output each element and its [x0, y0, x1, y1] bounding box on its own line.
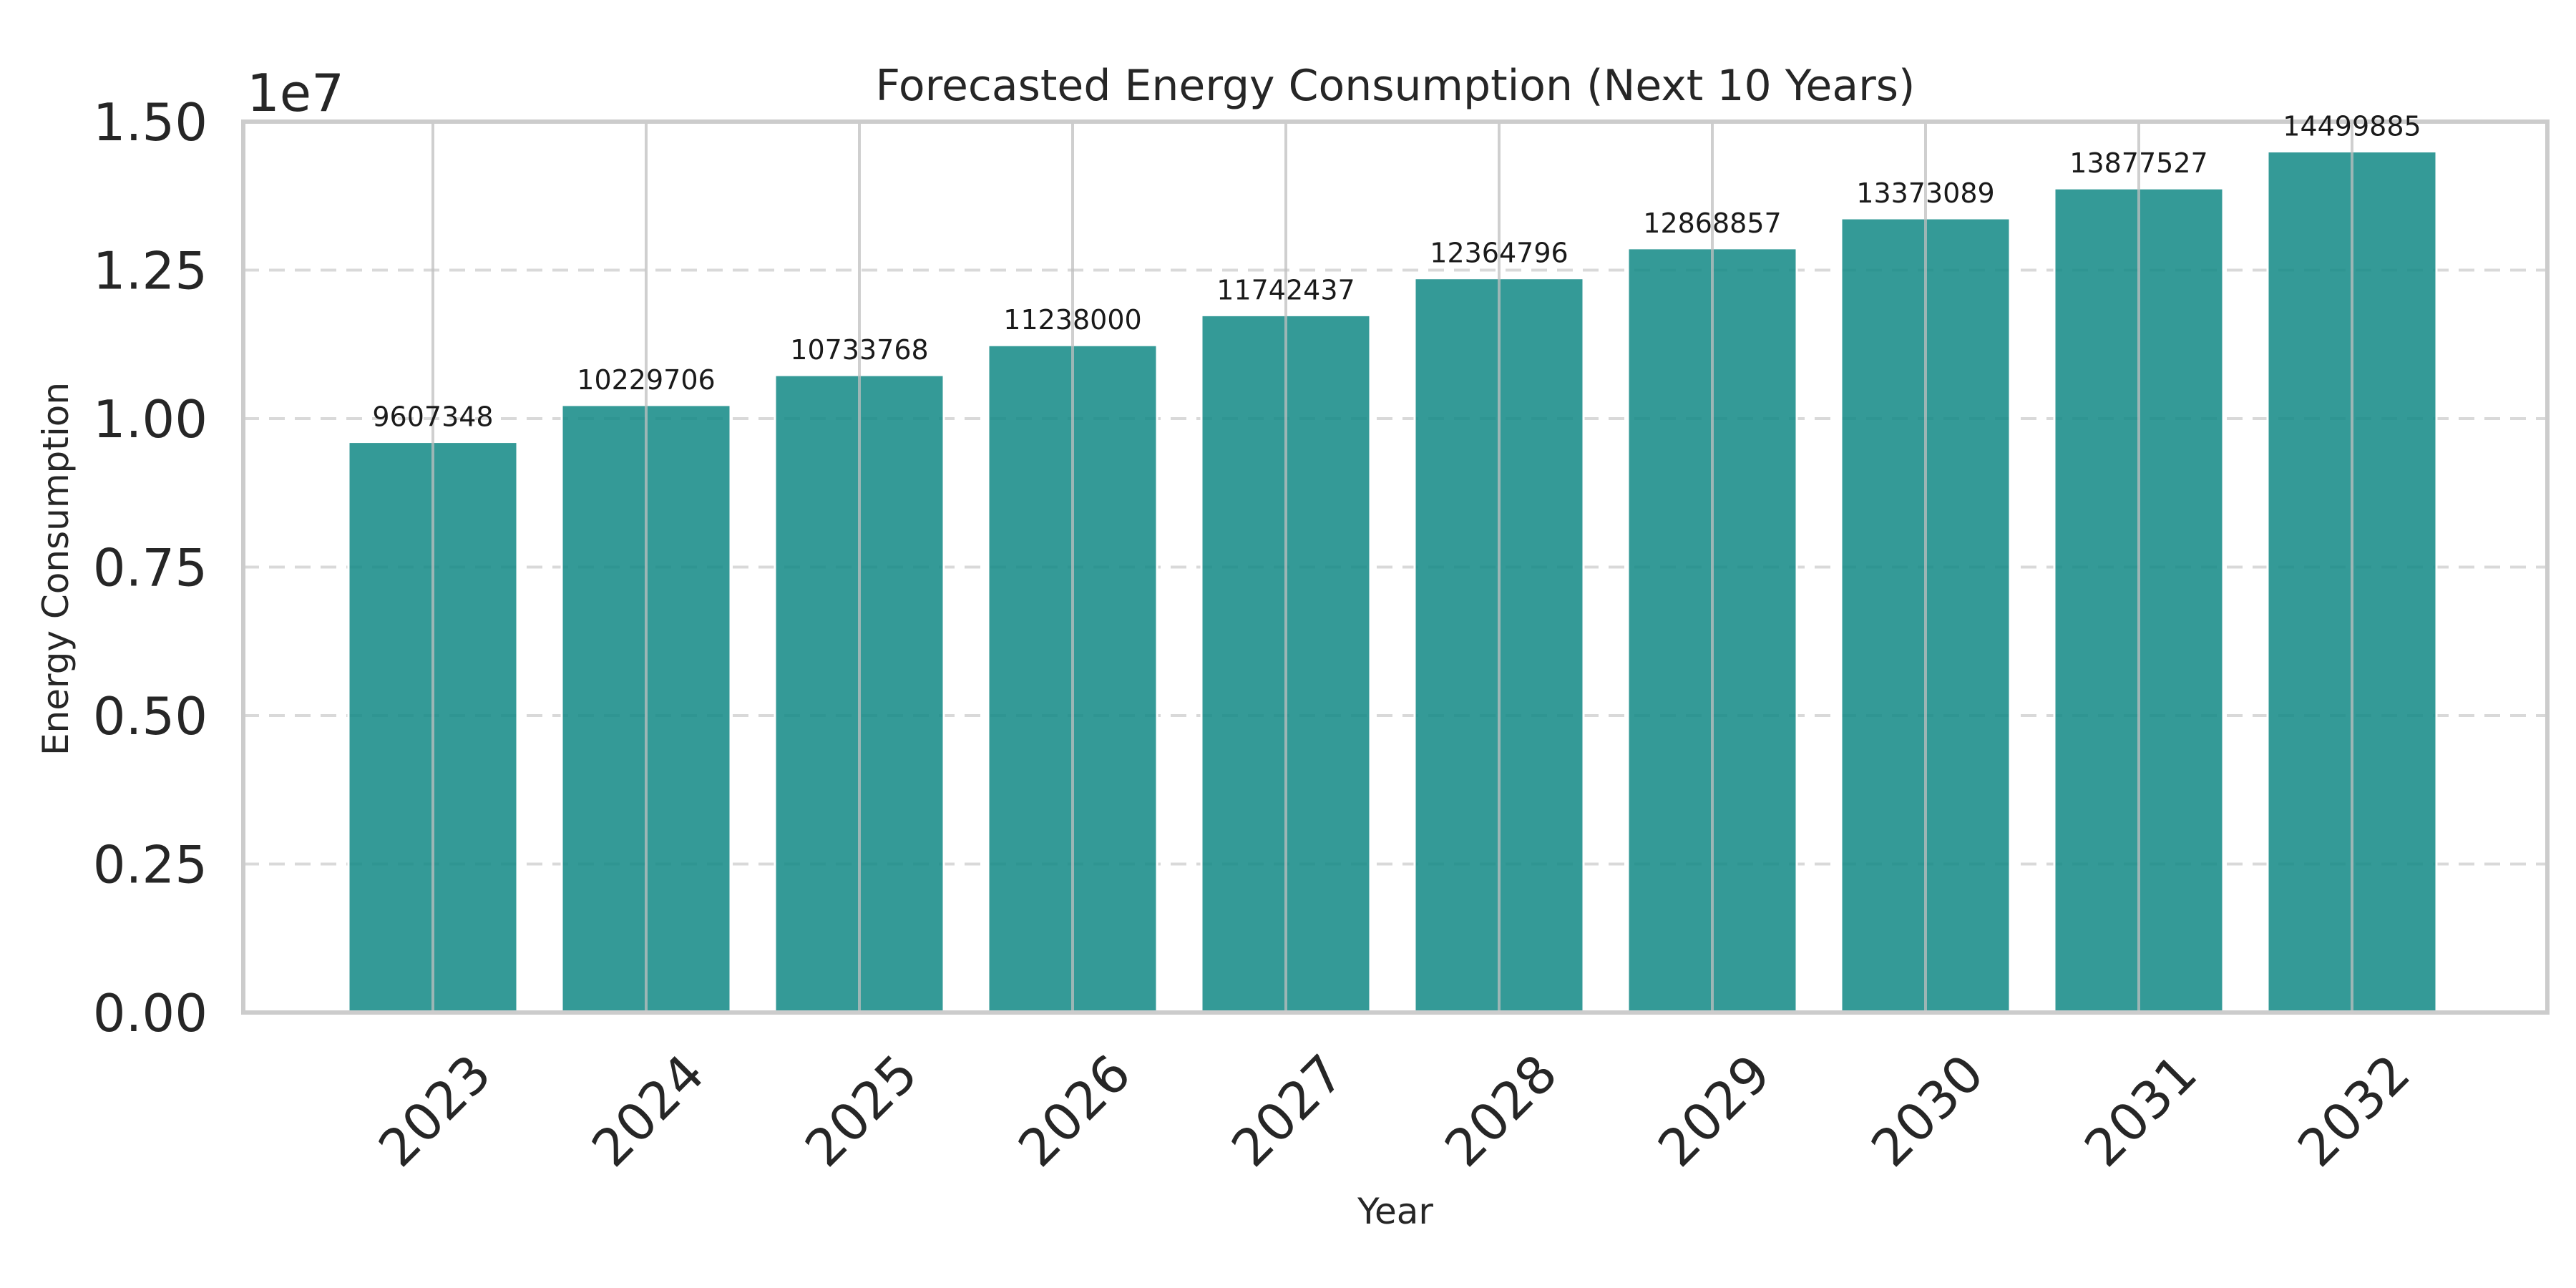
y-tick-label: 1.00 — [93, 389, 208, 449]
y-axis-label: Energy Consumption — [35, 382, 77, 756]
x-axis-label: Year — [1357, 1191, 1433, 1232]
data-label-2023: 9607348 — [372, 401, 493, 433]
data-label-2031: 13877527 — [2069, 147, 2207, 179]
y-axis-scale-label: 1e7 — [247, 63, 344, 123]
y-tick-label: 1.50 — [93, 92, 208, 152]
data-label-2024: 10229706 — [577, 364, 715, 396]
data-label-2030: 13373089 — [1856, 177, 1994, 209]
data-labels: 9607348 10229706 10733768 11238000 11742437 1… — [372, 111, 2421, 433]
data-label-2028: 12364796 — [1430, 238, 1568, 269]
data-label-2026: 11238000 — [1003, 304, 1141, 336]
y-tick-label: 0.75 — [93, 538, 208, 598]
y-tick-label: 0.00 — [93, 983, 208, 1043]
plot-frame — [241, 119, 2550, 1015]
y-tick-label: 0.50 — [93, 686, 208, 746]
data-label-2027: 11742437 — [1216, 274, 1355, 306]
y-axis-ticks: 0.00 0.25 0.50 0.75 1.00 1.25 1.50 — [93, 92, 208, 1043]
vertical-grid-lines — [431, 122, 2353, 1013]
y-tick-label: 1.25 — [93, 241, 208, 301]
chart-title: Forecasted Energy Consumption (Next 10 Y… — [876, 61, 1916, 111]
y-tick-label: 0.25 — [93, 835, 208, 895]
data-label-2025: 10733768 — [790, 334, 928, 366]
data-label-2029: 12868857 — [1643, 208, 1781, 239]
data-label-2032: 14499885 — [2283, 111, 2421, 142]
